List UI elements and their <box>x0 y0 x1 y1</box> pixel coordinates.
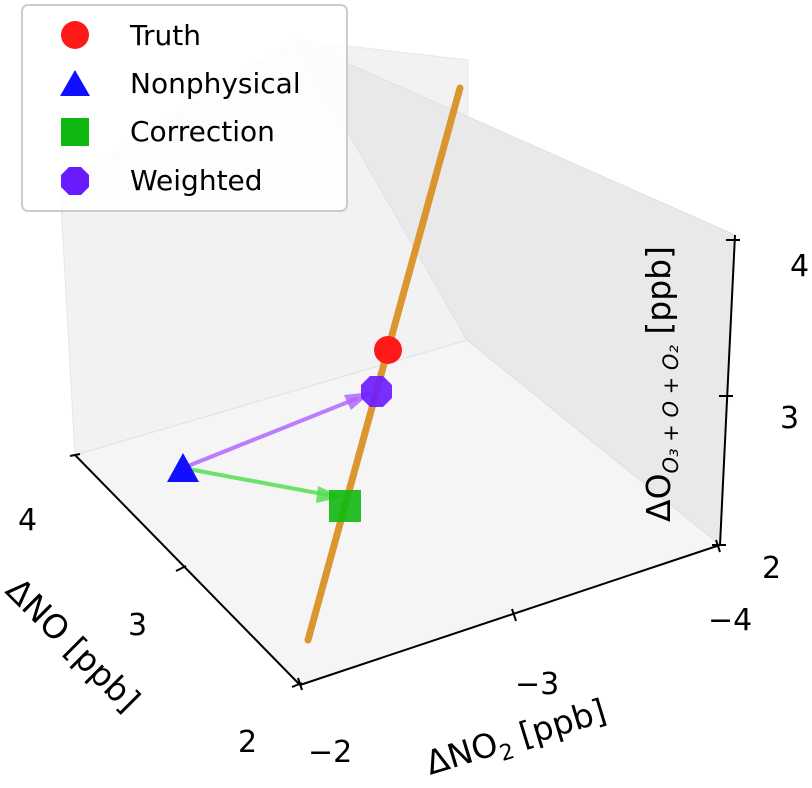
weighted-marker <box>361 376 392 407</box>
constraint-line <box>304 84 464 644</box>
z-axis-ticks <box>712 239 740 546</box>
legend-correction-label: Correction <box>130 115 275 148</box>
legend: Truth Nonphysical Correction Weighted <box>21 4 348 212</box>
z-axis-label-main: ΔO <box>639 473 678 522</box>
legend-truth-label: Truth <box>129 19 201 52</box>
z-tick-label-4: 4 <box>790 249 809 284</box>
x-axis-line <box>74 454 301 686</box>
truth-marker <box>374 336 402 364</box>
z-axis-label-tail: [ppb] <box>639 246 678 345</box>
x-tick-label-4: 4 <box>18 503 37 538</box>
z-axis-label-sub: O₃ + O + O₂ <box>659 345 683 474</box>
x-tick-label-3: 3 <box>128 608 147 643</box>
z-axis-label: ΔOO₃ + O + O₂ [ppb] <box>639 246 683 522</box>
legend-weighted-label: Weighted <box>130 164 263 197</box>
nonphysical-marker <box>167 453 199 482</box>
legend-nonphysical-icon <box>60 70 90 96</box>
z-tick-label-3: 3 <box>780 401 799 436</box>
correction-marker <box>329 490 361 522</box>
z-tick-label-2: 2 <box>762 551 781 586</box>
y-axis-label-sub: 2 <box>497 739 518 767</box>
y-tick-label-neg2: −2 <box>308 735 352 770</box>
legend-box <box>21 4 348 212</box>
legend-correction-icon <box>61 118 89 146</box>
legend-nonphysical-label: Nonphysical <box>130 67 301 100</box>
y-tick-label-neg4: −4 <box>708 603 752 638</box>
x-tick-label-2: 2 <box>238 725 257 760</box>
y-axis-label-main: ΔNO <box>421 724 502 783</box>
legend-truth-icon <box>61 21 89 49</box>
y-axis-label: ΔNO2 [ppb] <box>421 691 612 788</box>
legend-weighted-icon <box>61 167 89 195</box>
y-axis-line <box>299 544 721 686</box>
y-tick-label-neg3: −3 <box>515 667 559 702</box>
x-axis-label: ΔNO [ppb] <box>0 570 148 719</box>
z-axis-line <box>719 234 736 546</box>
